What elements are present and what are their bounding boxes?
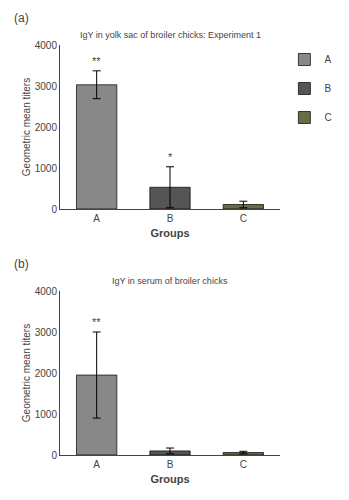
svg-text:**: ** xyxy=(92,316,101,328)
svg-text:C: C xyxy=(240,213,247,224)
svg-text:Groups: Groups xyxy=(150,473,189,485)
svg-text:(b): (b) xyxy=(14,257,29,271)
svg-text:2000: 2000 xyxy=(35,368,58,379)
svg-text:1000: 1000 xyxy=(35,409,58,420)
svg-text:A: A xyxy=(93,459,100,470)
svg-text:Groups: Groups xyxy=(150,227,189,239)
svg-text:3000: 3000 xyxy=(35,81,58,92)
svg-text:C: C xyxy=(324,112,331,123)
svg-text:**: ** xyxy=(92,55,101,67)
svg-text:B: B xyxy=(167,213,174,224)
svg-text:4000: 4000 xyxy=(35,286,58,297)
svg-text:1000: 1000 xyxy=(35,163,58,174)
svg-text:Geometric mean titers: Geometric mean titers xyxy=(21,78,32,176)
svg-text:A: A xyxy=(324,54,331,65)
svg-text:0: 0 xyxy=(51,204,57,215)
svg-text:B: B xyxy=(324,83,331,94)
svg-text:C: C xyxy=(240,459,247,470)
svg-text:A: A xyxy=(93,213,100,224)
svg-text:IgY in serum of broiler chicks: IgY in serum of broiler chicks xyxy=(112,276,228,286)
svg-text:*: * xyxy=(168,151,173,163)
svg-text:0: 0 xyxy=(51,450,57,461)
svg-text:B: B xyxy=(167,459,174,470)
svg-text:3000: 3000 xyxy=(35,327,58,338)
svg-text:IgY in yolk sac of broiler chi: IgY in yolk sac of broiler chicks: Exper… xyxy=(80,30,261,40)
svg-text:4000: 4000 xyxy=(35,40,58,51)
svg-text:Geometric mean titers: Geometric mean titers xyxy=(21,324,32,422)
svg-text:(a): (a) xyxy=(14,11,29,25)
svg-text:2000: 2000 xyxy=(35,122,58,133)
